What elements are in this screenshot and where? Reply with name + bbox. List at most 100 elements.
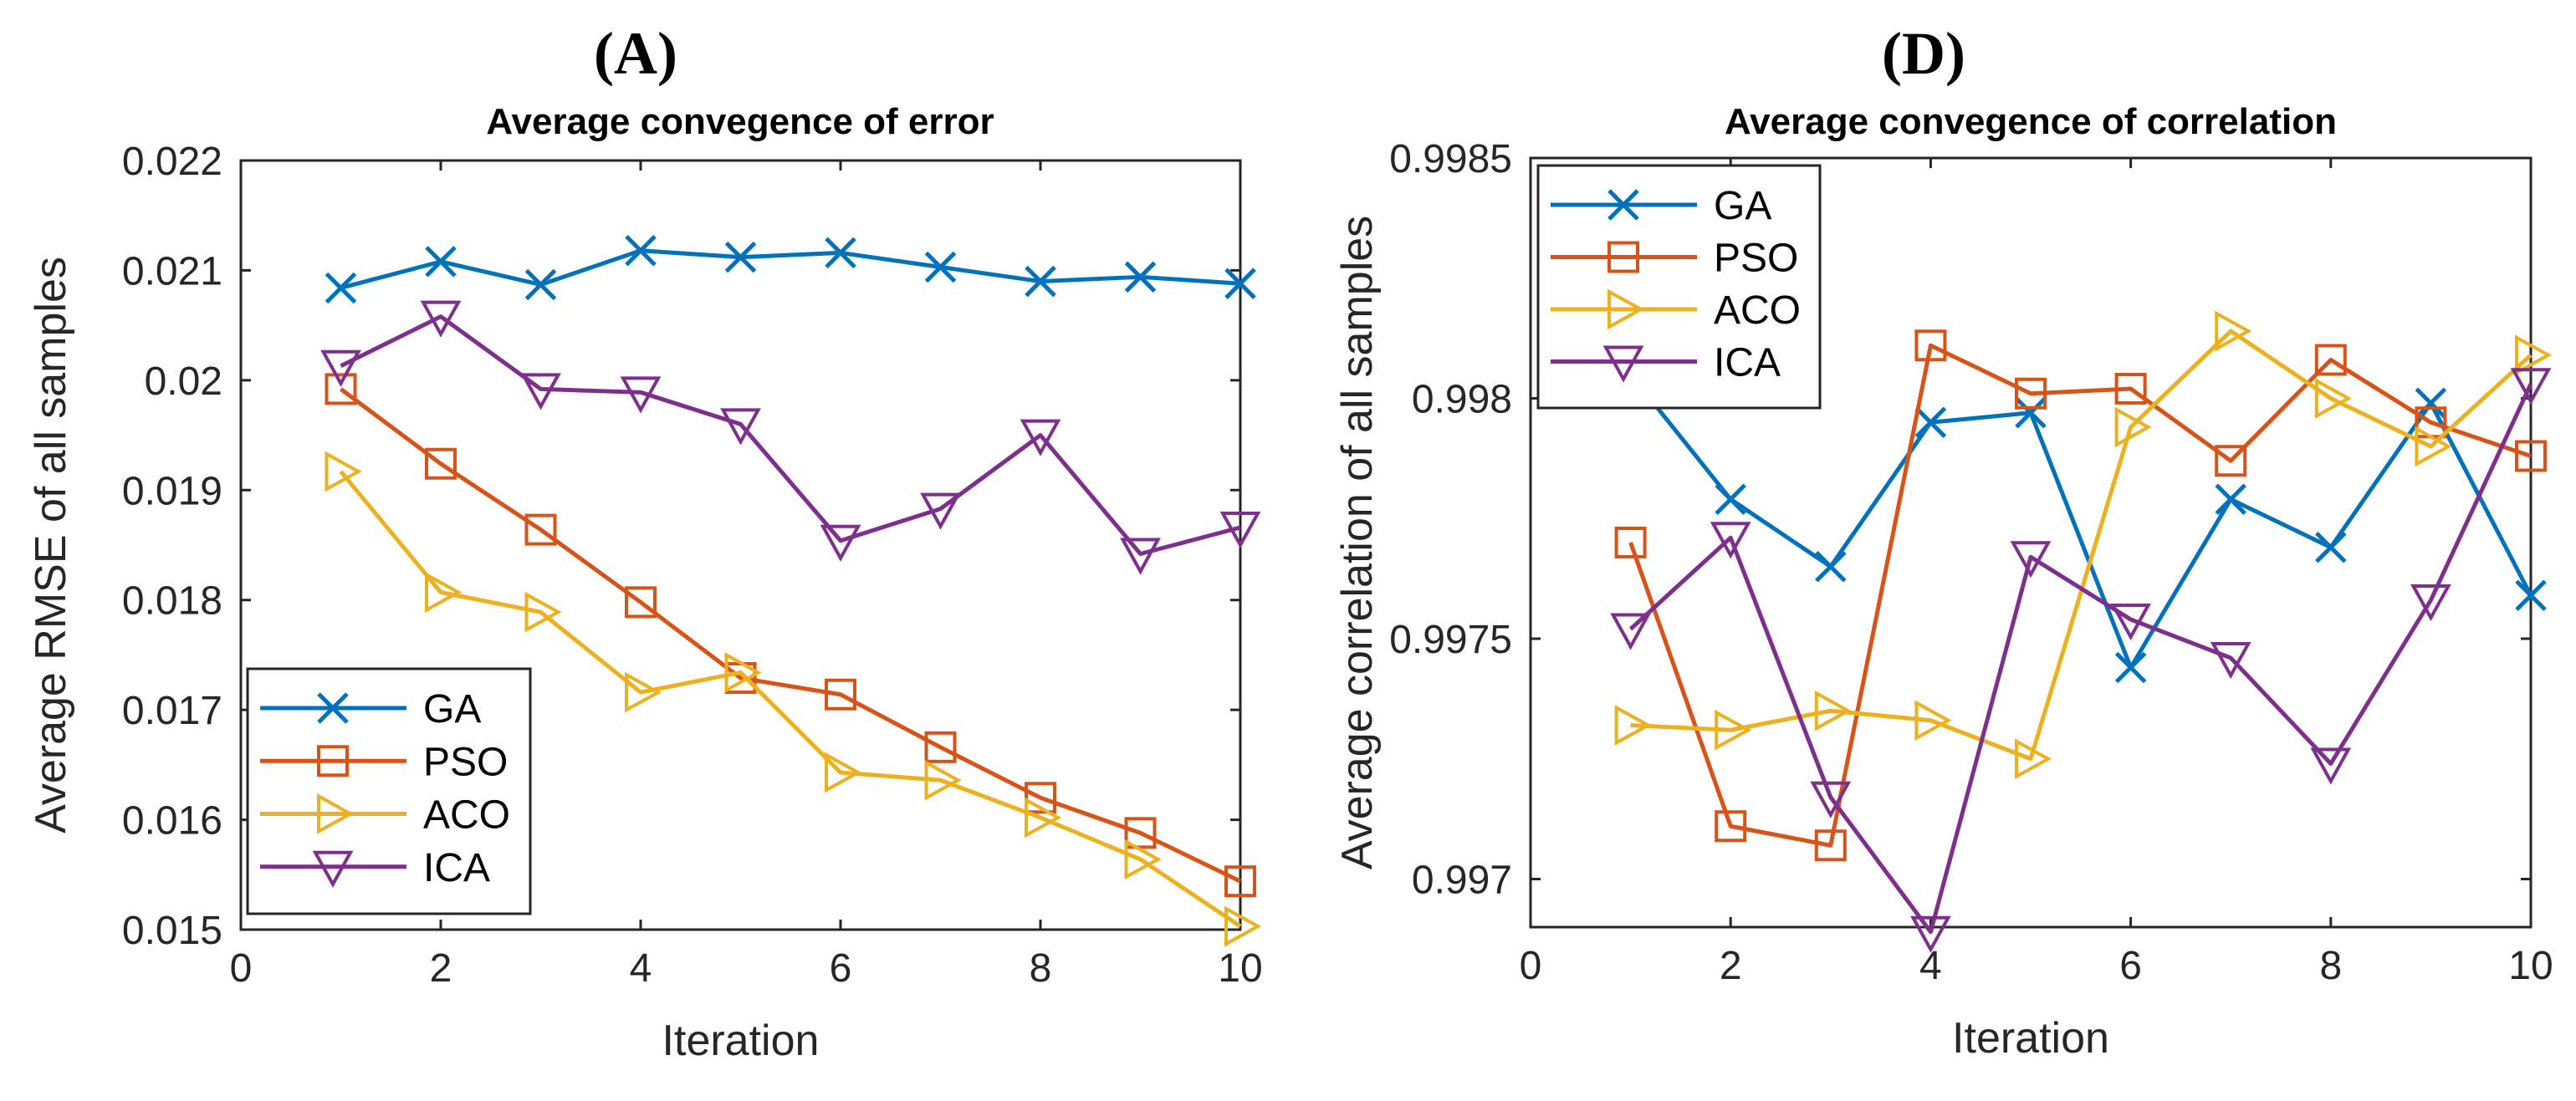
legend-label-aco: ACO (423, 793, 510, 838)
series-line-ga (340, 248, 1241, 290)
x-tick-label: 4 (630, 946, 652, 991)
y-tick-label: 0.997 (1412, 859, 1512, 903)
chart-title: Average convegence of correlation (1725, 101, 2337, 142)
series-line-aco (1630, 329, 2533, 762)
data-point-ica (1610, 613, 1651, 650)
x-axis-label: Iteration (1952, 1014, 2109, 1063)
x-tick-label: 2 (430, 946, 452, 991)
series-pso (1614, 329, 2547, 862)
series-ica (1610, 368, 2552, 953)
data-point-ga (1025, 265, 1056, 298)
x-tick-label: 8 (1030, 946, 1052, 991)
chart-title: Average convegence of error (486, 101, 994, 142)
data-point-aco (825, 752, 862, 793)
data-point-ica (2410, 584, 2451, 622)
data-point-pso (1025, 782, 1056, 814)
data-point-ga (724, 241, 757, 273)
data-point-aco (325, 451, 362, 492)
data-point-ga (1914, 406, 1947, 439)
data-point-pso (1614, 527, 1647, 558)
data-point-aco (1124, 838, 1162, 880)
data-point-pso (1715, 810, 1747, 843)
legend-marker-ica (1602, 345, 1644, 383)
x-tick-label: 6 (2119, 944, 2142, 988)
data-point-pso (2114, 373, 2147, 405)
data-point-aco (924, 759, 962, 801)
data-point-ga (924, 251, 957, 283)
plot-area (1529, 156, 2533, 929)
data-point-ica (1710, 522, 1751, 559)
data-point-pso (524, 513, 557, 546)
series-line-pso (340, 387, 1242, 884)
y-tick-label: 0.018 (122, 579, 222, 624)
legend-marker-ica (312, 850, 354, 888)
data-point-pso (825, 678, 856, 711)
series-line-aco (339, 470, 1242, 929)
x-tick-label: 0 (230, 946, 253, 991)
data-point-ga (1224, 268, 1256, 299)
y-tick-label: 0.016 (122, 799, 222, 844)
data-point-aco (2215, 310, 2252, 352)
legend-label-aco: ACO (1714, 288, 1801, 333)
data-point-ga (2114, 651, 2147, 684)
series-line-pso (1628, 343, 2532, 848)
data-point-ica (2310, 747, 2352, 785)
data-point-aco (2515, 334, 2553, 376)
data-point-ica (820, 524, 861, 562)
data-point-pso (325, 373, 357, 405)
data-point-ga (2215, 483, 2246, 516)
data-point-ica (1910, 915, 1951, 953)
data-point-aco (1224, 905, 1262, 947)
x-tick-label: 10 (2508, 944, 2553, 988)
data-point-ica (420, 300, 462, 338)
y-tick-label: 0.9985 (1389, 137, 1512, 181)
y-axis-label: Average correlation of all samples (1333, 216, 1382, 869)
data-point-ica (2010, 541, 2052, 579)
data-point-pso (625, 586, 657, 619)
data-point-ga (1815, 550, 1847, 583)
data-point-ga (2515, 579, 2547, 612)
y-tick-label: 0.015 (122, 909, 222, 953)
series-aco (1614, 310, 2553, 780)
data-point-ga (2015, 396, 2047, 429)
data-point-aco (1914, 700, 1952, 742)
y-tick-label: 0.017 (122, 689, 222, 733)
data-point-ica (1810, 781, 1852, 818)
x-tick-label: 8 (2319, 944, 2342, 988)
data-point-pso (1224, 865, 1256, 898)
x-tick-label: 2 (1720, 944, 1742, 988)
data-point-ga (2315, 531, 2347, 563)
legend-marker-aco (317, 793, 355, 834)
data-point-ga (825, 237, 856, 269)
series-aco (325, 451, 1262, 947)
data-point-ga (2415, 387, 2447, 420)
legend-marker-pso (317, 745, 349, 777)
data-point-aco (2415, 426, 2452, 467)
data-point-aco (2015, 738, 2052, 780)
data-point-ica (320, 349, 361, 387)
data-point-pso (2515, 440, 2547, 472)
y-tick-label: 0.02 (145, 359, 222, 404)
data-point-aco (1715, 709, 1752, 751)
legend-marker-ga (1607, 189, 1639, 221)
legend-label-pso: PSO (423, 740, 508, 784)
x-axis-label: Iteration (662, 1017, 820, 1065)
series-line-ga (1628, 373, 2533, 670)
data-point-pso (1814, 829, 1847, 862)
data-point-aco (724, 652, 762, 693)
y-tick-label: 0.9975 (1389, 618, 1512, 662)
legend-label-ga: GA (423, 687, 481, 731)
legend-label-pso: PSO (1714, 237, 1798, 281)
panel-label: (D) (1882, 20, 1965, 87)
data-point-ica (2510, 368, 2552, 405)
series-line-ica (1628, 383, 2533, 935)
legend-marker-pso (1607, 241, 1639, 273)
data-point-ga (425, 246, 457, 278)
y-tick-label: 0.022 (122, 140, 222, 184)
panel-label: (A) (594, 20, 677, 87)
data-point-pso (2215, 445, 2247, 477)
y-tick-label: 0.021 (122, 249, 222, 293)
data-point-ica (2210, 642, 2251, 680)
data-point-aco (425, 572, 463, 613)
